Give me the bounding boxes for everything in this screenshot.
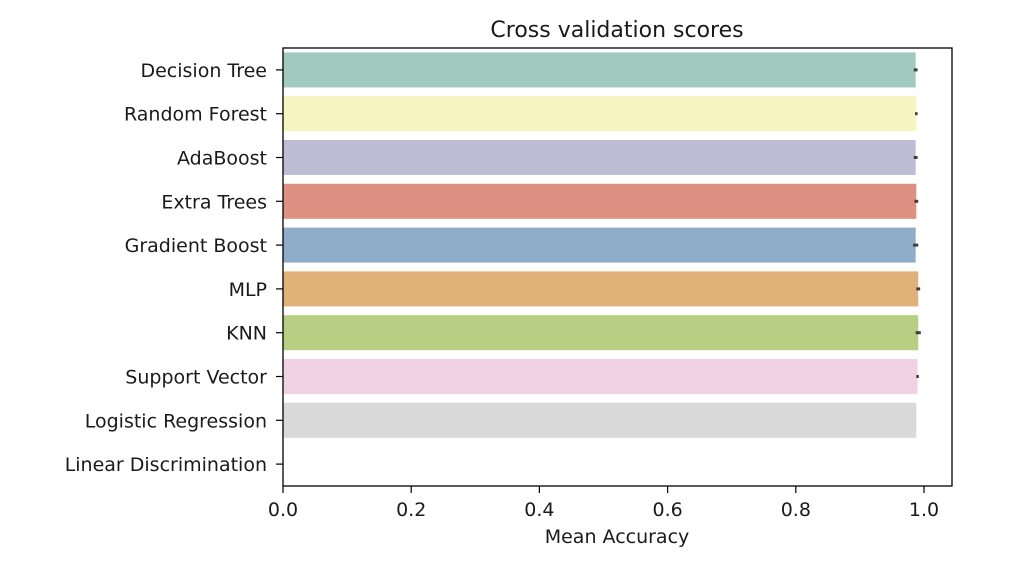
x-tick-label: 1.0	[909, 499, 939, 521]
x-tick-label: 0.8	[781, 499, 811, 521]
x-tick-label: 0.0	[268, 499, 298, 521]
y-tick-label: Gradient Boost	[125, 235, 267, 257]
bar-logistic-regression	[283, 402, 917, 438]
plot-frame	[282, 47, 953, 487]
bar-mlp	[283, 271, 919, 307]
y-tick-labels: Decision Tree Random Forest AdaBoost Extra …	[65, 60, 283, 476]
y-tick-label: Linear Discrimination	[65, 454, 267, 476]
bar-knn	[283, 315, 919, 351]
bar-random-forest	[283, 96, 917, 132]
bar-decision-tree	[283, 52, 916, 88]
bar-extra-trees	[283, 183, 917, 219]
y-tick-label: Support Vector	[125, 367, 267, 389]
bar-support-vector	[283, 358, 918, 395]
y-tick-label: Extra Trees	[161, 191, 267, 213]
error-bars-layer	[913, 68, 921, 378]
chart-title: Cross validation scores	[490, 18, 743, 43]
x-axis-label: Mean Accuracy	[545, 526, 690, 548]
y-tick-label: Decision Tree	[140, 60, 267, 82]
y-tick-label: Random Forest	[124, 104, 267, 126]
x-tick-label: 0.6	[652, 499, 682, 521]
x-tick-label: 0.4	[524, 499, 554, 521]
y-tick-label: AdaBoost	[177, 148, 267, 170]
x-axis-ticks: 0.0 0.2 0.4 0.6 0.8 1.0	[268, 486, 939, 521]
y-tick-label: KNN	[226, 323, 267, 345]
y-tick-label: MLP	[229, 279, 267, 301]
bar-gradient-boost	[283, 227, 916, 263]
y-tick-label: Logistic Regression	[85, 410, 267, 432]
x-tick-label: 0.2	[396, 499, 426, 521]
bars-layer	[283, 52, 919, 438]
bar-adaboost	[283, 139, 916, 176]
